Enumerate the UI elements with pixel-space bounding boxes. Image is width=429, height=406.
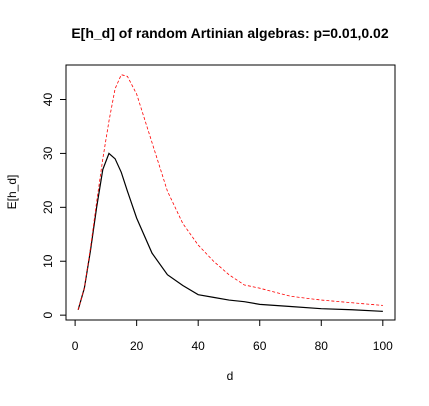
- y-tick-label: 40: [41, 93, 55, 107]
- y-tick-label: 30: [41, 146, 55, 160]
- y-tick-label: 0: [41, 311, 55, 318]
- x-axis-label: d: [227, 369, 234, 383]
- x-tick-label: 0: [72, 339, 79, 353]
- y-axis-label: E[h_d]: [5, 175, 19, 210]
- x-tick-label: 40: [192, 339, 206, 353]
- series-line: [77, 74, 383, 310]
- x-tick-label: 80: [315, 339, 329, 353]
- plot-box: [65, 64, 396, 321]
- y-tick-label: 20: [41, 200, 55, 214]
- series-line: [77, 152, 383, 312]
- x-tick-label: 20: [130, 339, 144, 353]
- chart-title: E[h_d] of random Artinian algebras: p=0.…: [71, 25, 388, 41]
- x-tick-label: 60: [253, 339, 267, 353]
- x-tick-label: 100: [373, 339, 393, 353]
- y-tick-label: 10: [41, 254, 55, 268]
